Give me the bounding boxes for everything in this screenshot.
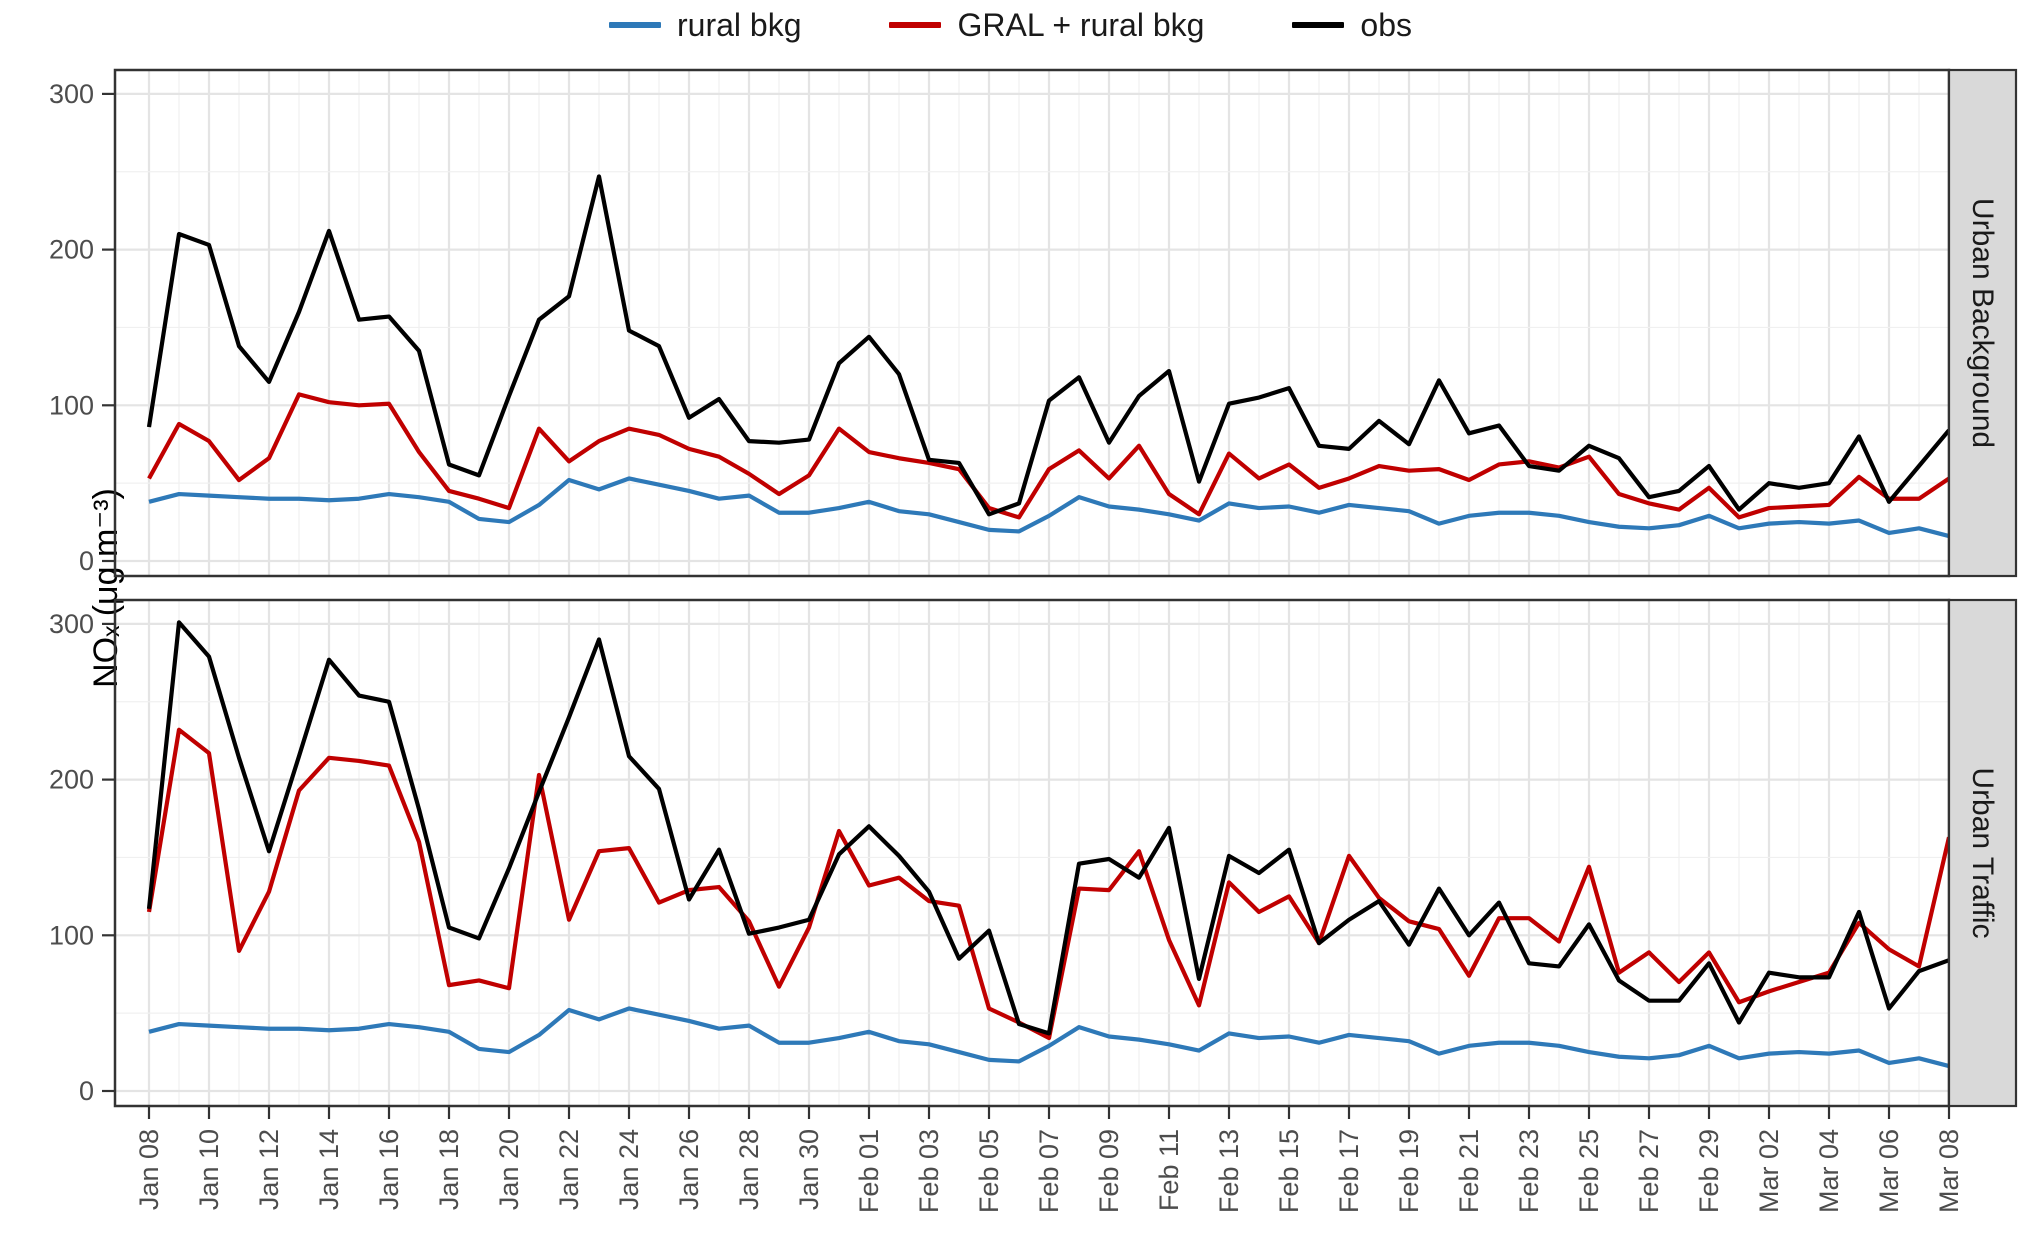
x-tick-label: Mar 04: [1814, 1129, 1844, 1213]
x-tick-label: Feb 09: [1094, 1129, 1124, 1213]
x-tick-label: Mar 06: [1874, 1129, 1904, 1213]
y-tick-label: 100: [49, 920, 94, 950]
x-tick-label: Mar 02: [1754, 1129, 1784, 1213]
legend-item-obs: obs: [1292, 7, 1412, 44]
series-line-obs: [146, 174, 1951, 517]
x-tick-label: Jan 26: [674, 1129, 704, 1210]
legend-item-rural-bkg: rural bkg: [608, 6, 802, 44]
y-tick-label: 300: [49, 609, 94, 639]
panel-urban-traffic: 0 100 200 300 Urban Traffic: [49, 598, 2018, 1108]
x-tick-label: Feb 21: [1454, 1129, 1484, 1213]
obs-line-swatch: [1292, 22, 1345, 28]
x-tick-label: Jan 24: [614, 1129, 644, 1210]
x-axis: Jan 08 Jan 10 Jan 12 Jan 14 Jan 16 Jan 18 Jan …: [134, 1106, 1964, 1213]
facet-strip-label: Urban Background: [1966, 198, 1999, 448]
x-tick-label: Feb 29: [1694, 1129, 1724, 1213]
x-tick-label: Feb 13: [1214, 1129, 1244, 1213]
facet-strip-label: Urban Traffic: [1966, 767, 1999, 938]
y-tick-label: 300: [49, 79, 94, 109]
x-tick-label: Jan 16: [374, 1129, 404, 1210]
series-line-obs: [146, 620, 1950, 1036]
x-tick-label: Jan 14: [314, 1129, 344, 1210]
x-tick-label: Feb 17: [1334, 1129, 1364, 1213]
x-tick-label: Feb 19: [1394, 1129, 1424, 1213]
x-tick-label: Jan 08: [134, 1129, 164, 1210]
x-tick-label: Feb 11: [1154, 1129, 1184, 1211]
x-tick-label: Jan 28: [734, 1129, 764, 1210]
x-tick-label: Feb 25: [1574, 1129, 1604, 1213]
panel-urban-background: 0 100 200 300 Urban Background: [49, 68, 2018, 578]
x-tick-label: Feb 03: [914, 1129, 944, 1213]
x-tick-label: Mar 08: [1934, 1129, 1964, 1213]
rural-bkg-line-swatch: [608, 22, 661, 28]
x-tick-label: Feb 05: [974, 1129, 1004, 1213]
series-line-rural-bkg: [148, 476, 1950, 539]
y-tick-label: 200: [49, 765, 94, 795]
series-line-gral-rural-bkg: [147, 392, 1951, 520]
series-line-rural-bkg: [148, 1006, 1950, 1069]
x-tick-label: Jan 12: [254, 1129, 284, 1210]
facet-strip: [1947, 68, 2018, 578]
x-tick-label: Jan 10: [194, 1129, 224, 1210]
series-line-gral-rural-bkg: [146, 727, 1952, 1041]
facet-strip: [1947, 598, 2018, 1108]
legend-item-gral-rural-bkg: GRAL + rural bkg: [889, 7, 1204, 44]
legend-label: obs: [1360, 6, 1412, 43]
x-tick-label: Jan 20: [494, 1129, 524, 1210]
y-tick-label: 0: [79, 546, 94, 576]
legend-label: rural bkg: [676, 6, 802, 43]
x-tick-label: Jan 30: [794, 1129, 824, 1210]
legend-label: GRAL + rural bkg: [957, 6, 1205, 43]
y-tick-label: 200: [49, 235, 94, 265]
x-tick-label: Feb 07: [1034, 1129, 1064, 1213]
x-tick-label: Jan 18: [434, 1129, 464, 1210]
chart-legend: rural bkg GRAL + rural bkg obs: [0, 2, 2021, 48]
x-tick-label: Feb 01: [854, 1129, 884, 1213]
x-tick-label: Feb 23: [1514, 1129, 1544, 1213]
y-tick-label: 0: [79, 1076, 94, 1106]
x-tick-label: Feb 15: [1274, 1129, 1304, 1213]
x-tick-label: Feb 27: [1634, 1129, 1664, 1213]
y-tick-label: 100: [49, 390, 94, 420]
x-tick-label: Jan 22: [554, 1129, 584, 1210]
gral-rural-bkg-line-swatch: [889, 22, 942, 28]
